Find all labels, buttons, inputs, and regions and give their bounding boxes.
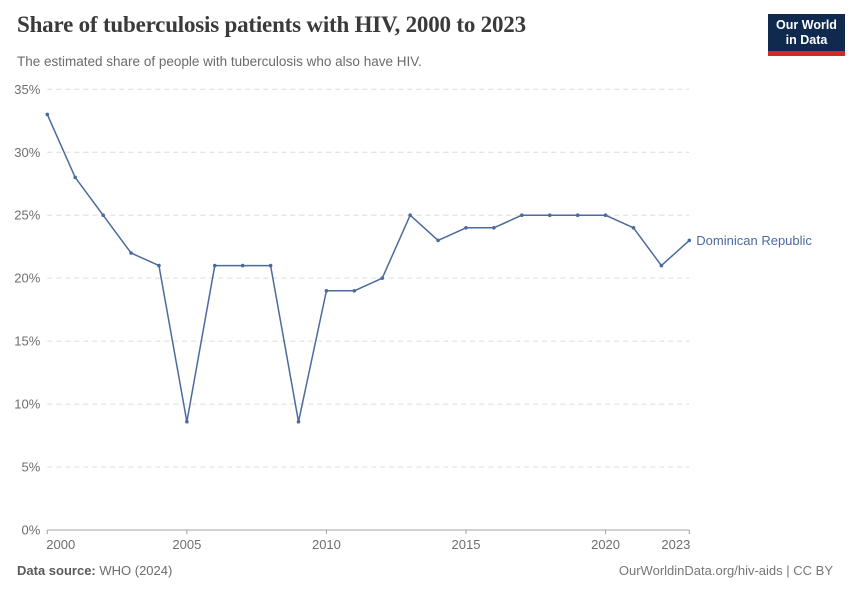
svg-text:20%: 20% bbox=[14, 271, 40, 286]
svg-text:25%: 25% bbox=[14, 208, 40, 223]
data-source-label: Data source: bbox=[17, 563, 96, 578]
svg-text:2015: 2015 bbox=[452, 537, 481, 552]
owid-logo-line2: in Data bbox=[785, 33, 828, 47]
svg-text:0%: 0% bbox=[22, 523, 41, 538]
svg-text:2005: 2005 bbox=[172, 537, 201, 552]
svg-text:2020: 2020 bbox=[591, 537, 620, 552]
svg-text:5%: 5% bbox=[22, 460, 41, 475]
chart-footer: Data source: WHO (2024) OurWorldinData.o… bbox=[17, 563, 833, 578]
credit-link[interactable]: OurWorldinData.org/hiv-aids | CC BY bbox=[618, 563, 833, 578]
svg-text:2023: 2023 bbox=[661, 537, 690, 552]
data-source: Data source: WHO (2024) bbox=[17, 563, 172, 578]
svg-text:35%: 35% bbox=[14, 82, 40, 97]
data-source-value: WHO (2024) bbox=[95, 563, 173, 578]
chart-generated-content: 0% 5% 10% 15% 20% 25% 30% 35% 2000 2005 2010 2015 20… bbox=[14, 82, 692, 552]
svg-text:2000: 2000 bbox=[46, 537, 75, 552]
svg-text:10%: 10% bbox=[14, 397, 40, 412]
owid-logo[interactable]: Our World in Data bbox=[768, 14, 845, 56]
series-label[interactable]: Dominican Republic bbox=[696, 233, 812, 248]
owid-logo-line1: Our World bbox=[776, 18, 837, 32]
svg-text:30%: 30% bbox=[14, 145, 40, 160]
page-title: Share of tuberculosis patients with HIV,… bbox=[17, 12, 526, 37]
svg-text:15%: 15% bbox=[14, 334, 40, 349]
svg-text:2010: 2010 bbox=[312, 537, 341, 552]
chart-subtitle: The estimated share of people with tuber… bbox=[17, 54, 422, 69]
